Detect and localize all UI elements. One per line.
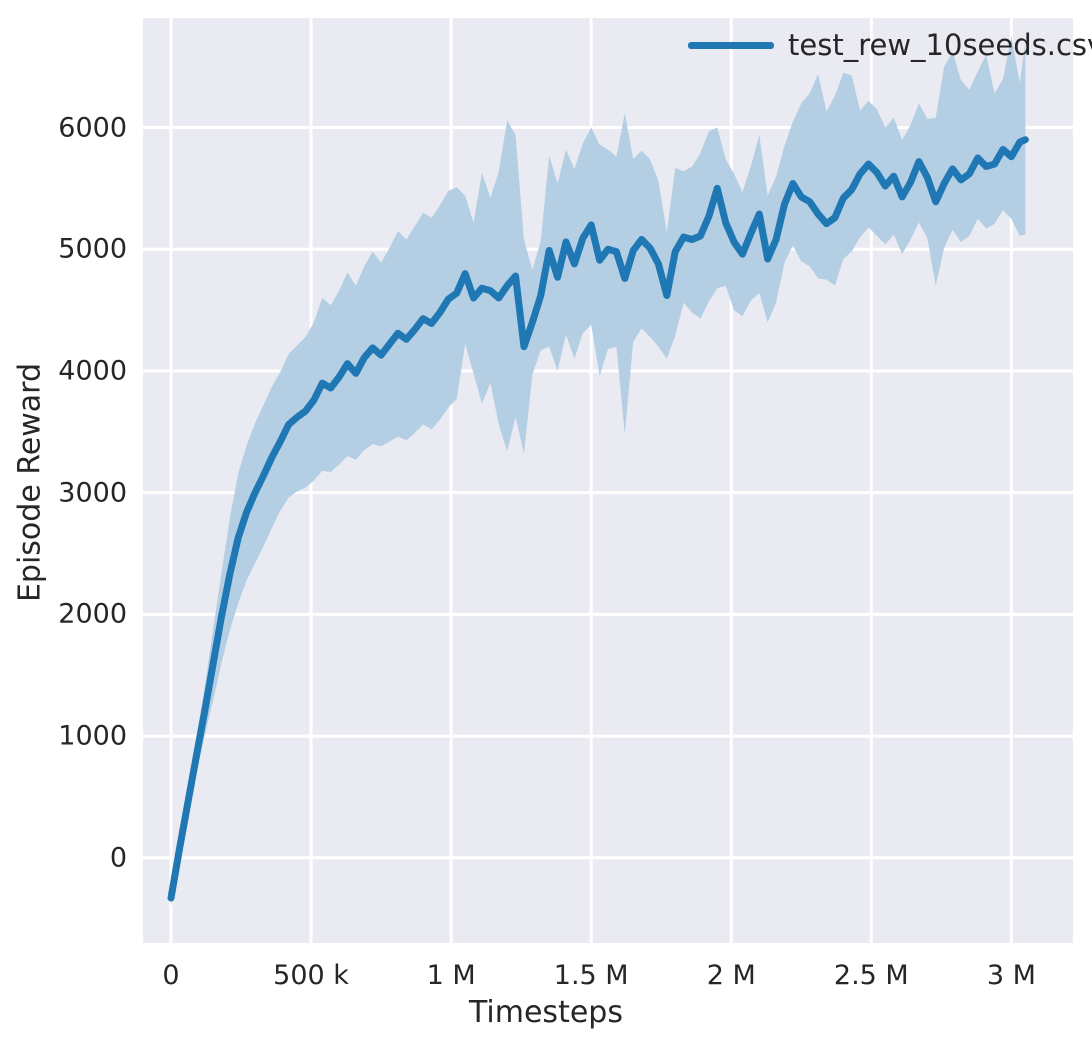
- y-tick-label: 5000: [58, 233, 127, 265]
- y-axis-label: Episode Reward: [12, 362, 48, 603]
- x-tick-label: 2.5 M: [833, 960, 909, 991]
- x-axis-label: Timesteps: [469, 995, 623, 1030]
- chart-legend: test_rew_10seeds.csv: [688, 28, 1092, 62]
- legend-entry-label: test_rew_10seeds.csv: [788, 28, 1092, 62]
- x-tick-label: 1 M: [426, 960, 476, 991]
- y-tick-label: 6000: [58, 112, 127, 144]
- y-tick-label: 2000: [58, 598, 127, 630]
- x-tick-label: 3 M: [986, 960, 1036, 991]
- x-tick-label: 1.5 M: [553, 960, 629, 991]
- x-tick-label: 500 k: [273, 960, 349, 991]
- legend-line-swatch-icon: [688, 41, 774, 49]
- series-line: [167, 136, 1029, 902]
- y-tick-label: 4000: [58, 355, 127, 387]
- x-tick-label: 0: [162, 960, 180, 991]
- y-tick-label: 0: [109, 842, 127, 874]
- y-tick-label: 3000: [58, 477, 127, 509]
- x-tick-label: 2 M: [706, 960, 756, 991]
- y-tick-label: 1000: [58, 720, 127, 752]
- confidence-band: [171, 36, 1026, 907]
- y-gridlines: [143, 126, 1073, 860]
